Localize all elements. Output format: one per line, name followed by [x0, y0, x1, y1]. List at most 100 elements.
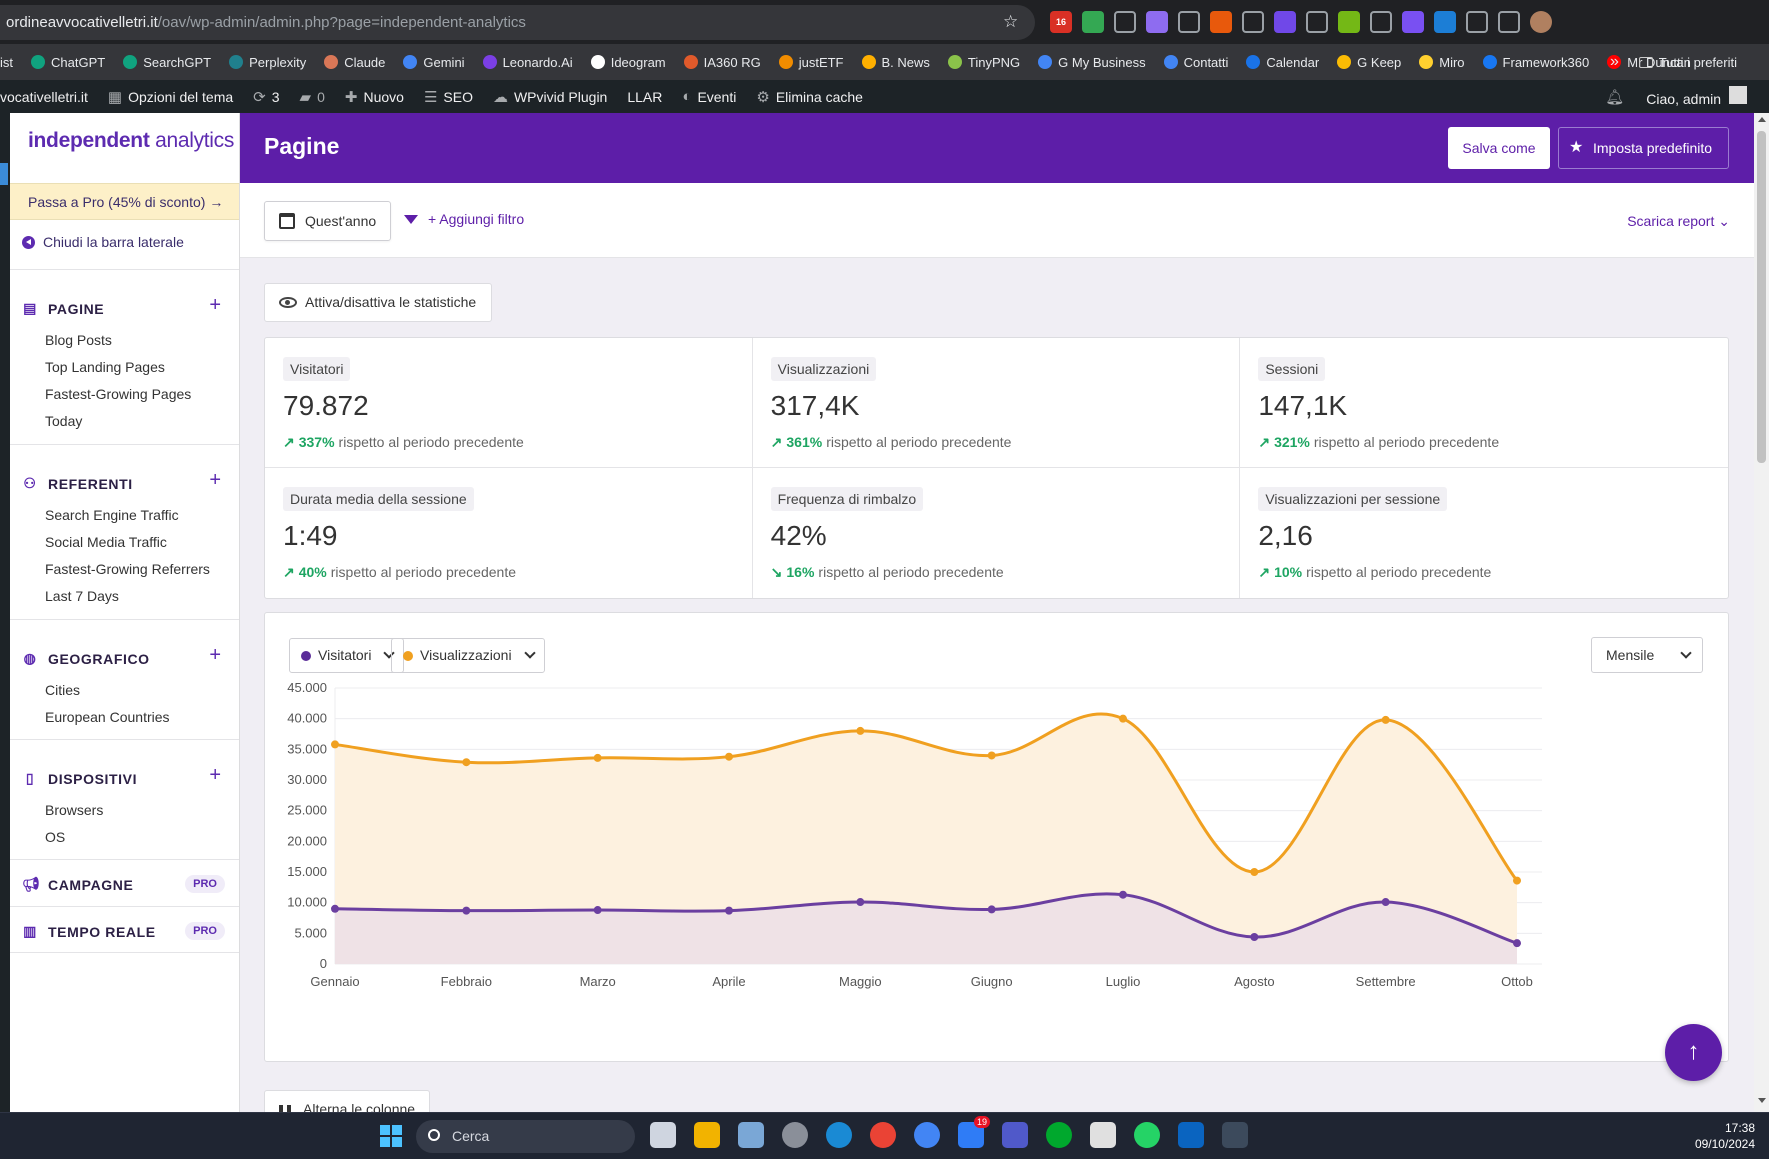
- bookmark-item[interactable]: Calendar: [1246, 55, 1319, 70]
- taskbar-app-icon[interactable]: [1046, 1122, 1072, 1148]
- seo-link[interactable]: ☰ SEO: [424, 88, 473, 106]
- sidebar-item-fastest-growing-referrers[interactable]: Fastest-Growing Referrers: [45, 561, 210, 577]
- page-scrollbar[interactable]: [1754, 113, 1769, 1112]
- taskbar-app-icon[interactable]: [782, 1122, 808, 1148]
- bookmark-star-icon[interactable]: ☆: [1003, 12, 1019, 31]
- sidebar-item-last-7-days[interactable]: Last 7 Days: [45, 588, 119, 604]
- updates-link[interactable]: ⟳ 3: [253, 88, 279, 106]
- bookmark-item[interactable]: Contatti: [1163, 55, 1228, 70]
- bookmark-item[interactable]: SearchGPT: [123, 55, 211, 70]
- add-filter-button[interactable]: + Aggiungi filtro: [404, 211, 524, 227]
- scroll-up-icon[interactable]: [1758, 117, 1766, 122]
- bookmark-item[interactable]: G My Business: [1038, 55, 1146, 70]
- bookmark-item[interactable]: Ideogram: [590, 55, 666, 70]
- add-geo-report-button[interactable]: +: [209, 644, 221, 666]
- taskbar-search[interactable]: Cerca: [416, 1120, 635, 1153]
- taskbar-app-icon[interactable]: [826, 1122, 852, 1148]
- sidebar-item-top-landing-pages[interactable]: Top Landing Pages: [45, 359, 165, 375]
- scrollbar-thumb[interactable]: [1757, 131, 1766, 463]
- section-devices-header[interactable]: ▯ DISPOSITIVI: [22, 770, 137, 787]
- bookmark-item[interactable]: IA360 RG: [683, 55, 761, 70]
- taskbar-app-icon[interactable]: 19: [958, 1116, 990, 1148]
- browser-extension-icon[interactable]: [1242, 11, 1264, 33]
- taskbar-app-icon[interactable]: [1222, 1122, 1248, 1148]
- browser-extension-icon[interactable]: [1082, 11, 1104, 33]
- add-pages-report-button[interactable]: +: [209, 294, 221, 316]
- account-menu[interactable]: Ciao, admin: [1646, 86, 1747, 107]
- sidebar-item-social-media-traffic[interactable]: Social Media Traffic: [45, 534, 167, 550]
- comments-link[interactable]: ▰ 0: [300, 88, 325, 106]
- section-pages-header[interactable]: ▤ PAGINE: [22, 300, 104, 317]
- interval-select[interactable]: Mensile: [1591, 637, 1703, 673]
- browser-extension-icon[interactable]: [1338, 11, 1360, 33]
- bookmark-item[interactable]: TinyPNG: [947, 55, 1020, 70]
- browser-extension-icon[interactable]: [1370, 11, 1392, 33]
- scroll-to-top-button[interactable]: ↑: [1665, 1024, 1722, 1081]
- upgrade-pro-banner[interactable]: Passa a Pro (45% di sconto) →: [10, 183, 239, 220]
- bell-icon[interactable]: 🔔︎: [1605, 88, 1625, 106]
- theme-options-link[interactable]: ▦ Opzioni del tema: [108, 88, 233, 106]
- bookmark-item[interactable]: justETF: [778, 55, 844, 70]
- sidebar-item-european-countries[interactable]: European Countries: [45, 709, 170, 725]
- bookmark-item[interactable]: ChatGPT: [31, 55, 105, 70]
- set-default-button[interactable]: ★ Imposta predefinito: [1558, 127, 1729, 169]
- taskbar-app-icon[interactable]: [738, 1122, 764, 1148]
- taskbar-app-icon[interactable]: [870, 1122, 896, 1148]
- browser-extension-icon[interactable]: [1274, 11, 1296, 33]
- windows-start-icon[interactable]: [380, 1125, 402, 1147]
- wp-site-link[interactable]: vocativelletri.it: [0, 89, 88, 105]
- save-as-button[interactable]: Salva come: [1448, 127, 1550, 169]
- taskbar-app-icon[interactable]: [1178, 1122, 1204, 1148]
- browser-extension-icon[interactable]: [1178, 11, 1200, 33]
- bookmark-item[interactable]: ist: [0, 55, 13, 70]
- date-range-button[interactable]: Quest'anno: [264, 201, 391, 241]
- bookmark-item[interactable]: Miro: [1419, 55, 1465, 70]
- taskbar-app-icon[interactable]: [650, 1122, 676, 1148]
- bookmark-item[interactable]: Leonardo.Ai: [482, 55, 573, 70]
- taskbar-app-icon[interactable]: [1002, 1122, 1028, 1148]
- taskbar-app-icon[interactable]: [914, 1122, 940, 1148]
- sidebar-item-fastest-growing-pages[interactable]: Fastest-Growing Pages: [45, 386, 192, 402]
- taskbar-app-icon[interactable]: [694, 1122, 720, 1148]
- sidebar-item-cities[interactable]: Cities: [45, 682, 81, 698]
- bookmark-item[interactable]: Perplexity: [229, 55, 306, 70]
- profile-avatar-icon[interactable]: [1530, 11, 1552, 33]
- toggle-stats-button[interactable]: Attiva/disattiva le statistiche: [264, 283, 492, 322]
- toggle-columns-button[interactable]: Alterna le colonne: [264, 1090, 430, 1112]
- address-bar[interactable]: ordineavvocativelletri.it/oav/wp-admin/a…: [0, 5, 1035, 40]
- browser-extension-icon[interactable]: [1466, 11, 1488, 33]
- clear-cache-link[interactable]: ⚙ Elimina cache: [756, 88, 863, 106]
- sidebar-item-search-engine-traffic[interactable]: Search Engine Traffic: [45, 507, 179, 523]
- download-report-button[interactable]: Scarica report ⌄: [1627, 213, 1730, 230]
- scroll-down-icon[interactable]: [1758, 1098, 1766, 1103]
- bookmark-item[interactable]: Mr Duncan: [1607, 55, 1691, 70]
- bookmark-item[interactable]: Claude: [324, 55, 385, 70]
- taskbar-app-icon[interactable]: [1134, 1122, 1160, 1148]
- secondary-metric-select[interactable]: Visualizzazioni: [391, 638, 545, 673]
- new-content-link[interactable]: ✚ Nuovo: [345, 88, 404, 106]
- taskbar-app-icon[interactable]: [1090, 1122, 1116, 1148]
- browser-extension-icon[interactable]: [1498, 11, 1520, 33]
- llar-link[interactable]: LLAR: [627, 89, 662, 105]
- browser-extension-icon[interactable]: [1306, 11, 1328, 33]
- system-clock[interactable]: 17:38 09/10/2024: [1695, 1120, 1755, 1152]
- events-link[interactable]: ◐ Eventi: [682, 88, 736, 105]
- add-devices-report-button[interactable]: +: [209, 764, 221, 786]
- sidebar-item-blog-posts[interactable]: Blog Posts: [45, 332, 112, 348]
- collapsed-menu-tab[interactable]: [0, 163, 8, 185]
- add-referrers-report-button[interactable]: +: [209, 469, 221, 491]
- section-referrers-header[interactable]: ⚇ REFERENTI: [22, 475, 133, 492]
- sidebar-item-browsers[interactable]: Browsers: [45, 802, 104, 818]
- wpvivid-link[interactable]: ☁ WPvivid Plugin: [493, 88, 607, 106]
- primary-metric-select[interactable]: Visitatori: [289, 638, 405, 673]
- bookmark-item[interactable]: G Keep: [1337, 55, 1401, 70]
- bookmark-item[interactable]: Tutti i preferiti: [1638, 55, 1737, 70]
- browser-extension-icon[interactable]: [1114, 11, 1136, 33]
- browser-extension-icon[interactable]: [1210, 11, 1232, 33]
- section-realtime-header[interactable]: ▥ TEMPO REALE: [22, 923, 156, 940]
- more-bookmarks-icon[interactable]: »: [1610, 53, 1619, 70]
- bookmark-item[interactable]: B. News: [861, 55, 930, 70]
- browser-extension-icon[interactable]: 16: [1050, 11, 1072, 33]
- browser-extension-icon[interactable]: [1402, 11, 1424, 33]
- section-campaigns-header[interactable]: 📢︎ CAMPAGNE: [22, 876, 133, 893]
